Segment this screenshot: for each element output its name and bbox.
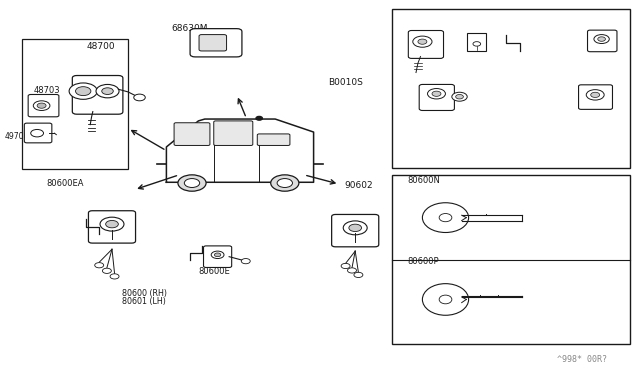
Ellipse shape	[439, 214, 452, 222]
Circle shape	[184, 179, 200, 187]
Text: 90602: 90602	[344, 181, 373, 190]
Circle shape	[428, 89, 445, 99]
Text: ^998* 00R?: ^998* 00R?	[557, 355, 607, 364]
Polygon shape	[166, 119, 314, 182]
Circle shape	[69, 83, 97, 99]
FancyBboxPatch shape	[579, 85, 612, 109]
Circle shape	[100, 217, 124, 231]
FancyBboxPatch shape	[419, 84, 454, 110]
Circle shape	[134, 94, 145, 101]
Text: B0010S: B0010S	[328, 78, 362, 87]
Circle shape	[277, 179, 292, 187]
Text: 68630M: 68630M	[171, 25, 207, 33]
Circle shape	[95, 263, 104, 268]
Text: 48700: 48700	[86, 42, 115, 51]
FancyBboxPatch shape	[28, 94, 59, 117]
Circle shape	[241, 259, 250, 264]
Circle shape	[594, 35, 609, 44]
Circle shape	[598, 37, 605, 41]
Circle shape	[76, 87, 91, 96]
Circle shape	[586, 90, 604, 100]
Text: 80600P: 80600P	[408, 257, 439, 266]
FancyBboxPatch shape	[174, 123, 210, 145]
Bar	[22, 39, 128, 169]
Circle shape	[452, 92, 467, 101]
FancyBboxPatch shape	[204, 246, 232, 267]
Circle shape	[31, 129, 44, 137]
Text: 49700A: 49700A	[5, 132, 35, 141]
Circle shape	[354, 272, 363, 278]
Text: 80600EA: 80600EA	[46, 179, 84, 188]
Circle shape	[348, 268, 356, 273]
Circle shape	[37, 103, 46, 108]
Circle shape	[211, 251, 224, 259]
Circle shape	[432, 91, 441, 96]
FancyBboxPatch shape	[190, 29, 242, 57]
FancyBboxPatch shape	[408, 31, 444, 58]
Ellipse shape	[422, 283, 468, 315]
Circle shape	[33, 101, 50, 110]
Circle shape	[341, 263, 350, 269]
Bar	[392, 9, 630, 168]
Circle shape	[96, 84, 119, 98]
Text: 80601 (LH): 80601 (LH)	[122, 297, 166, 306]
Circle shape	[110, 274, 119, 279]
Circle shape	[102, 88, 113, 94]
Circle shape	[413, 36, 432, 47]
Text: 80600N: 80600N	[408, 176, 440, 185]
FancyBboxPatch shape	[332, 214, 379, 247]
Circle shape	[418, 39, 427, 44]
Text: 80600 (RH): 80600 (RH)	[122, 289, 166, 298]
FancyBboxPatch shape	[24, 123, 52, 143]
Circle shape	[106, 221, 118, 228]
Bar	[467, 33, 486, 51]
Circle shape	[256, 116, 262, 120]
Circle shape	[102, 268, 111, 273]
Polygon shape	[461, 296, 522, 297]
FancyBboxPatch shape	[214, 121, 253, 145]
FancyBboxPatch shape	[88, 211, 136, 243]
FancyBboxPatch shape	[72, 76, 123, 114]
Text: 48703: 48703	[33, 86, 60, 95]
Circle shape	[214, 253, 221, 257]
Circle shape	[178, 175, 206, 191]
Circle shape	[591, 92, 600, 97]
Circle shape	[349, 224, 362, 231]
Circle shape	[456, 94, 463, 99]
Ellipse shape	[439, 295, 452, 304]
Bar	[392, 175, 630, 344]
FancyBboxPatch shape	[199, 35, 227, 51]
Ellipse shape	[422, 203, 468, 232]
Circle shape	[271, 175, 299, 191]
Circle shape	[473, 42, 481, 46]
FancyBboxPatch shape	[257, 134, 290, 145]
Polygon shape	[461, 215, 522, 221]
FancyBboxPatch shape	[588, 30, 617, 52]
Circle shape	[343, 221, 367, 235]
Text: 80600E: 80600E	[198, 267, 230, 276]
